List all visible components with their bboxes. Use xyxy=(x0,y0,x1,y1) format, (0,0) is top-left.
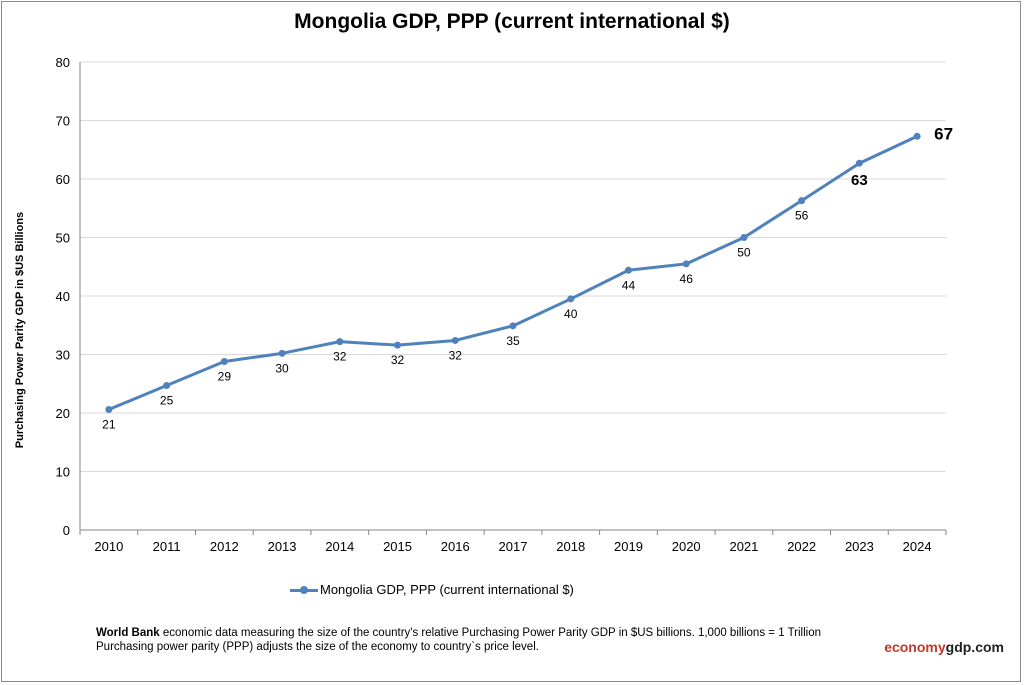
data-point xyxy=(624,266,632,274)
data-label: 25 xyxy=(160,394,174,408)
data-point xyxy=(278,349,286,357)
x-tick-label: 2020 xyxy=(672,539,701,554)
data-label: 63 xyxy=(851,172,868,189)
data-point xyxy=(913,132,921,140)
data-point xyxy=(567,295,575,303)
footnote: World Bank economic data measuring the s… xyxy=(96,626,821,654)
x-tick-label: 2013 xyxy=(268,539,297,554)
brand-part1: economy xyxy=(884,639,946,655)
data-label: 35 xyxy=(506,334,520,348)
brand-logo[interactable]: economygdp.com xyxy=(884,639,1004,655)
footnote-source: World Bank xyxy=(96,627,160,639)
y-tick-label: 30 xyxy=(56,348,70,363)
brand-part2: gdp.com xyxy=(945,639,1004,655)
x-tick-label: 2011 xyxy=(153,539,181,554)
data-label: 40 xyxy=(564,307,578,321)
data-point xyxy=(855,159,863,167)
x-tick-label: 2023 xyxy=(845,539,874,554)
x-tick-label: 2015 xyxy=(383,539,412,554)
legend: Mongolia GDP, PPP (current international… xyxy=(290,582,574,597)
y-tick-label: 10 xyxy=(56,465,70,480)
data-label: 30 xyxy=(275,361,289,375)
data-label: 56 xyxy=(795,209,809,223)
data-point xyxy=(105,405,113,413)
x-tick-label: 2019 xyxy=(614,539,643,554)
data-label: 32 xyxy=(391,353,405,367)
data-label: 21 xyxy=(102,417,116,431)
x-tick-label: 2010 xyxy=(94,539,123,554)
x-tick-label: 2017 xyxy=(499,539,528,554)
data-point xyxy=(336,338,344,346)
x-tick-label: 2021 xyxy=(729,539,758,554)
data-point xyxy=(163,382,171,390)
data-label: 46 xyxy=(680,272,694,286)
x-tick-label: 2022 xyxy=(787,539,816,554)
footnote-line2: Purchasing power parity (PPP) adjusts th… xyxy=(96,641,539,653)
x-tick-label: 2016 xyxy=(441,539,470,554)
x-tick-label: 2018 xyxy=(556,539,585,554)
data-point xyxy=(220,358,228,366)
data-label: 32 xyxy=(449,348,463,362)
y-tick-label: 70 xyxy=(56,114,70,129)
x-tick-label: 2012 xyxy=(210,539,239,554)
x-tick-label: 2014 xyxy=(325,539,354,554)
data-point xyxy=(394,341,402,349)
data-label: 29 xyxy=(218,370,232,384)
data-point xyxy=(451,336,459,344)
chart-title: Mongolia GDP, PPP (current international… xyxy=(294,10,730,33)
series-line xyxy=(108,134,918,411)
legend-marker-icon xyxy=(290,584,318,596)
y-tick-label: 80 xyxy=(56,55,70,70)
legend-label: Mongolia GDP, PPP (current international… xyxy=(320,582,574,597)
y-tick-label: 60 xyxy=(56,172,70,187)
y-tick-label: 50 xyxy=(56,231,70,246)
y-tick-label: 0 xyxy=(63,523,70,538)
data-label: 50 xyxy=(737,246,751,260)
data-point xyxy=(740,234,748,241)
footnote-line1: economic data measuring the size of the … xyxy=(159,627,822,639)
x-tick-label: 2024 xyxy=(903,539,932,554)
y-tick-label: 40 xyxy=(56,289,70,304)
data-point xyxy=(682,260,690,268)
data-label: 32 xyxy=(333,350,347,364)
y-tick-label: 20 xyxy=(56,406,70,421)
data-point xyxy=(798,197,806,205)
data-label: 67 xyxy=(934,124,953,143)
data-label: 44 xyxy=(622,278,636,292)
data-point xyxy=(509,322,517,330)
